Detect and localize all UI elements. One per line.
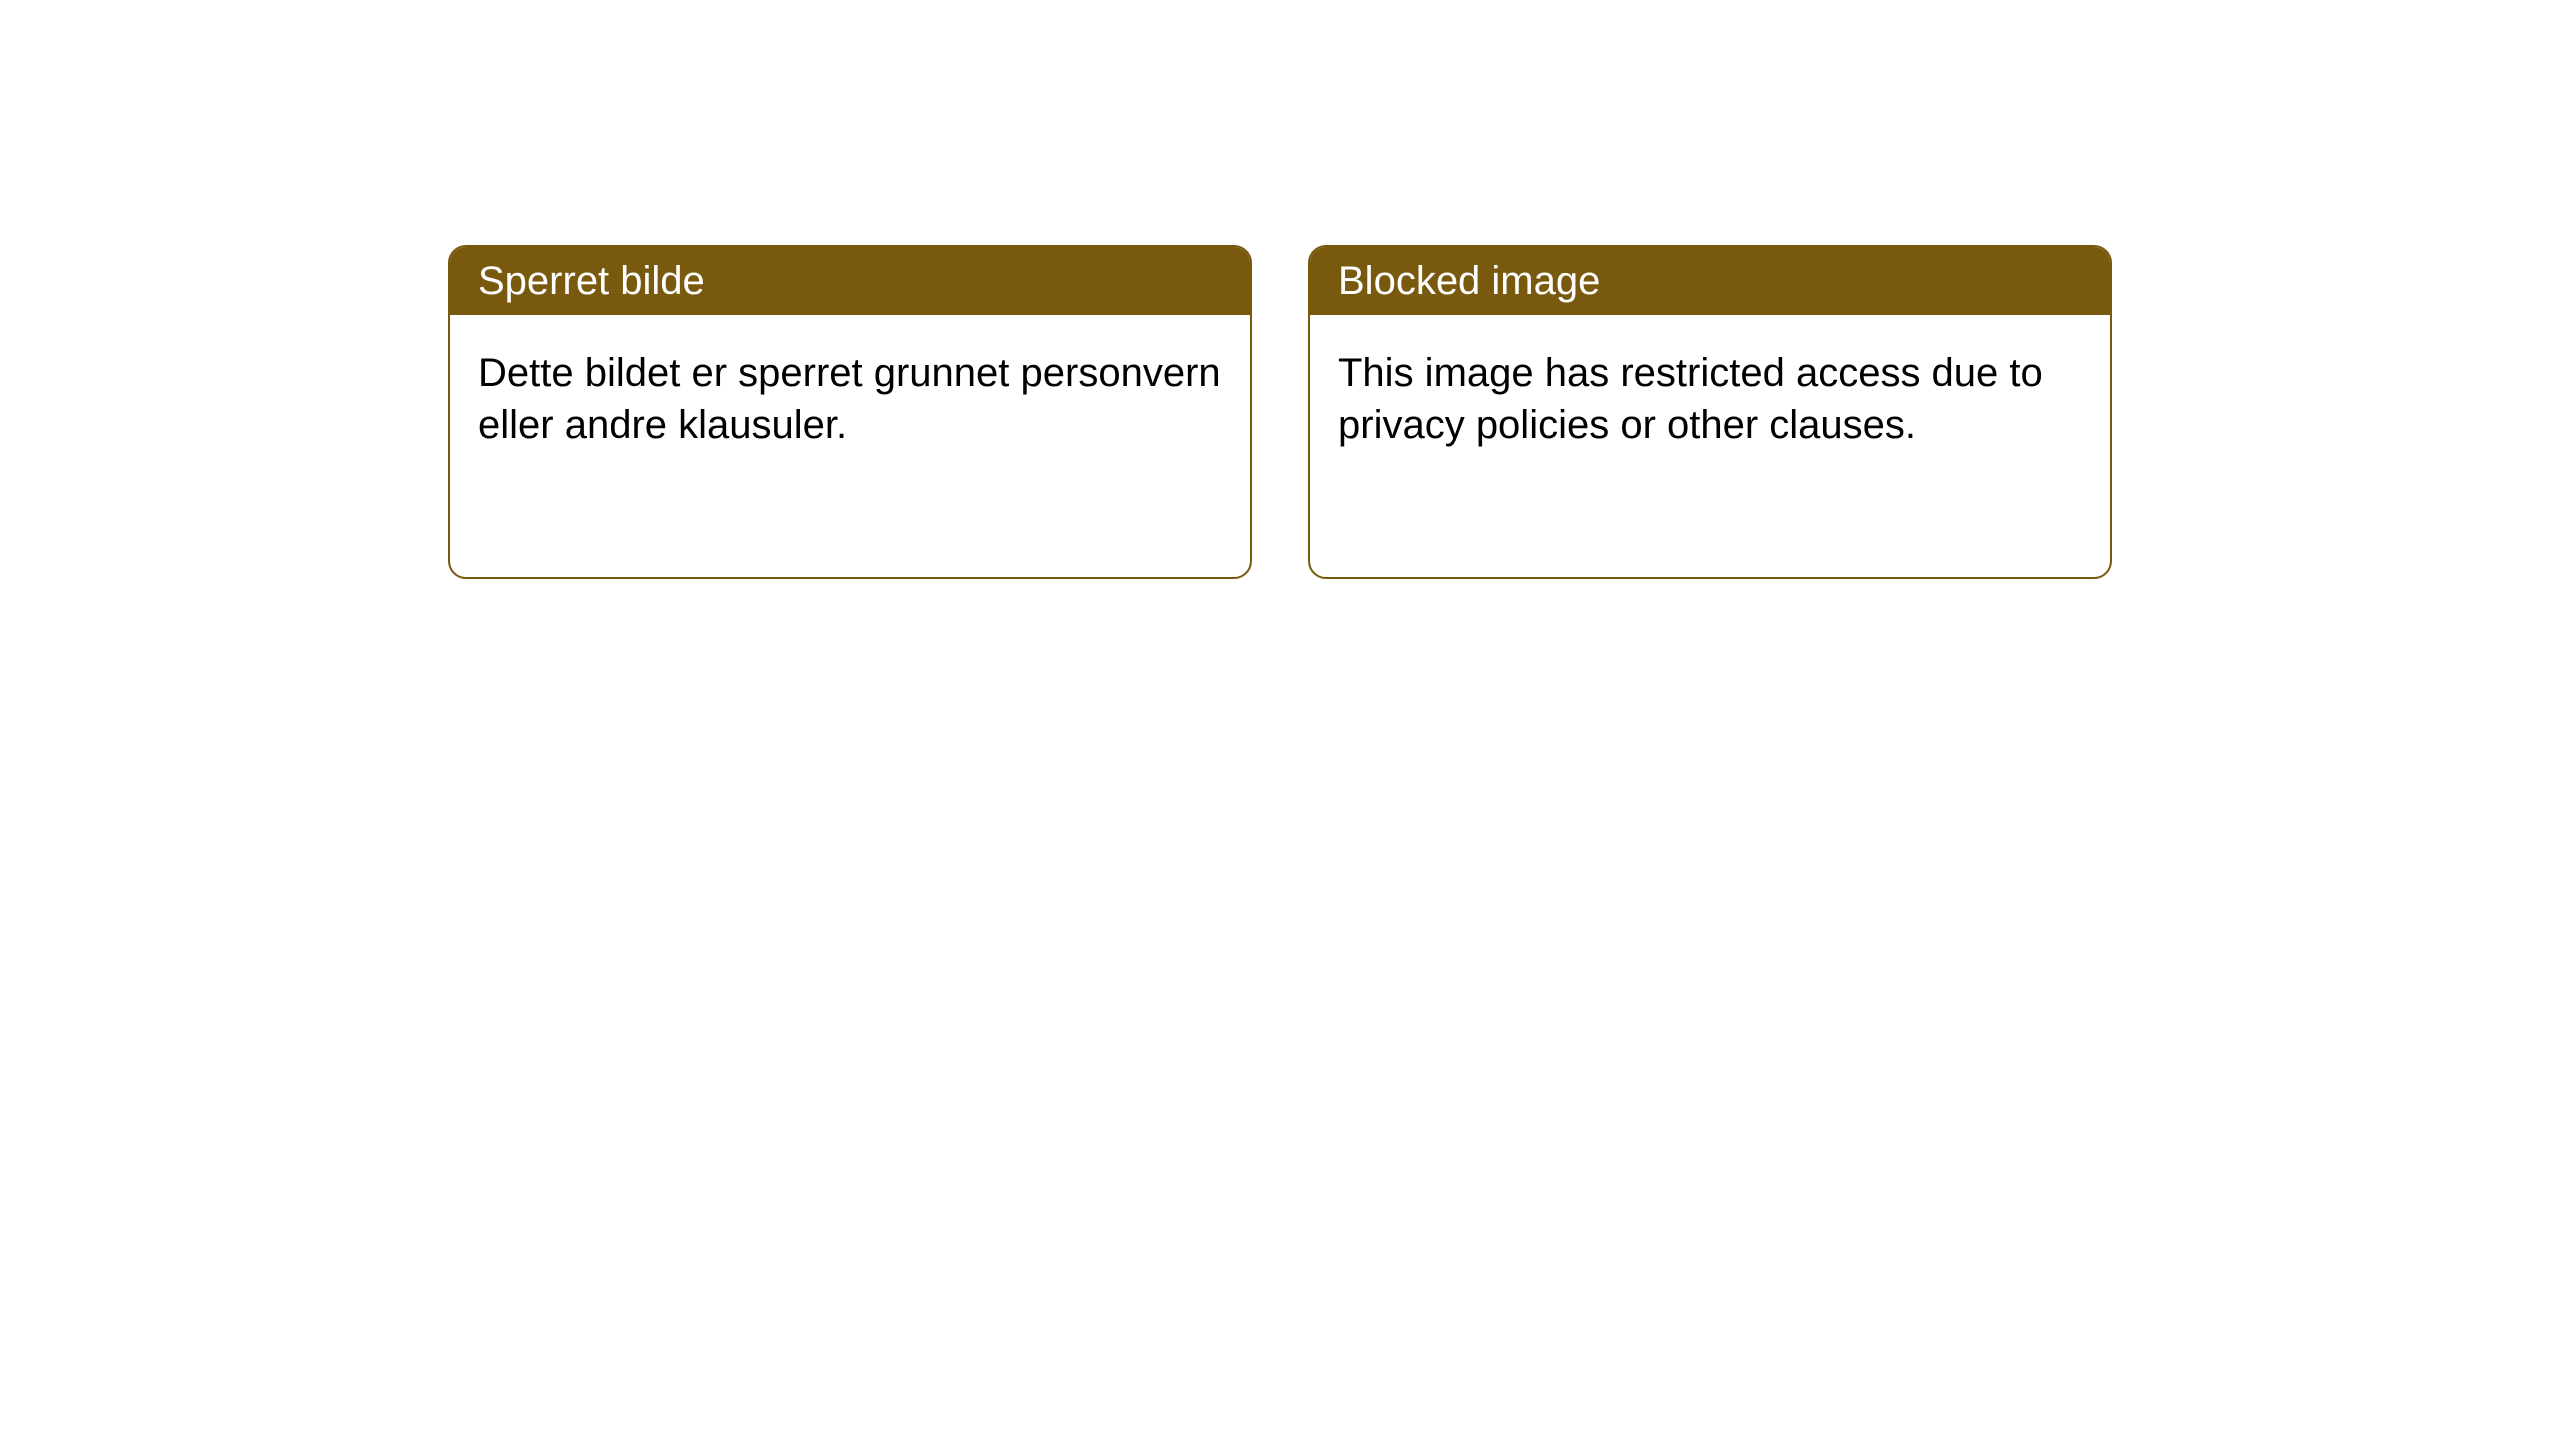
blocked-image-card-en: Blocked image This image has restricted … <box>1308 245 2112 579</box>
card-body-no: Dette bildet er sperret grunnet personve… <box>450 315 1250 483</box>
blocked-image-card-no: Sperret bilde Dette bildet er sperret gr… <box>448 245 1252 579</box>
card-body-en: This image has restricted access due to … <box>1310 315 2110 483</box>
card-title-no: Sperret bilde <box>450 247 1250 315</box>
card-title-en: Blocked image <box>1310 247 2110 315</box>
blocked-image-cards: Sperret bilde Dette bildet er sperret gr… <box>448 245 2560 579</box>
